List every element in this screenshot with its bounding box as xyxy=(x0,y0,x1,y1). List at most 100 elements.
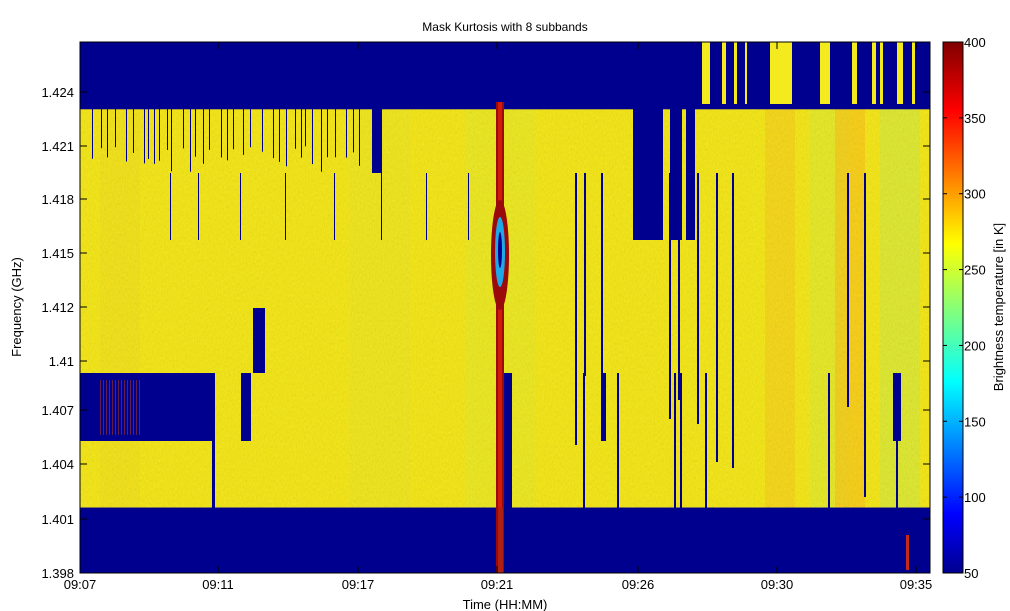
y-tick-label: 1.415 xyxy=(41,246,74,261)
y-tick-label: 1.398 xyxy=(41,566,74,581)
unmasked-patch xyxy=(734,42,737,104)
mask-line xyxy=(669,173,671,419)
colorbar-tick-label: 250 xyxy=(964,263,986,278)
mask-line xyxy=(426,173,427,240)
mask-line xyxy=(601,173,603,415)
mask-line xyxy=(240,173,241,240)
rfi-streak xyxy=(906,535,909,570)
mask-line xyxy=(716,173,718,462)
mask-line xyxy=(167,103,168,150)
mask-line xyxy=(301,103,302,158)
mask-line xyxy=(678,173,680,400)
rfi-burst-peak-center xyxy=(498,232,502,268)
mask-line xyxy=(198,173,199,240)
mask-line xyxy=(115,103,116,148)
mask-line xyxy=(847,173,849,407)
rfi-line xyxy=(106,380,107,435)
mask-line xyxy=(584,173,586,376)
mask-line xyxy=(195,103,196,157)
colorbar-tick-label: 300 xyxy=(964,187,986,202)
heatmap-plot xyxy=(80,42,930,573)
rfi-line xyxy=(118,380,119,435)
rfi-line xyxy=(112,380,113,435)
mask-line xyxy=(171,103,172,172)
mask-line xyxy=(864,173,866,497)
unmasked-patch xyxy=(897,42,903,104)
x-axis: 09:07 09:11 09:17 09:21 09:26 09:30 09:35 xyxy=(64,42,932,592)
mask-line xyxy=(159,103,160,161)
mask-line xyxy=(674,373,676,508)
mask-line xyxy=(346,103,347,158)
rfi-line xyxy=(130,380,131,435)
mask-line xyxy=(732,173,734,468)
unmasked-patch xyxy=(872,42,876,104)
mask-line xyxy=(250,103,251,148)
x-tick-label: 09:21 xyxy=(481,577,514,592)
colorbar-label: Brightness temperature [in K] xyxy=(991,223,1006,391)
mask-line xyxy=(285,173,286,240)
x-tick-label: 09:30 xyxy=(761,577,794,592)
y-axis: 1.398 1.401 1.404 1.407 1.41 1.412 1.415 1.418 1… xyxy=(41,85,930,581)
mask-line xyxy=(233,103,234,150)
x-tick-label: 09:26 xyxy=(622,577,655,592)
y-axis-label: Frequency (GHz) xyxy=(9,257,24,357)
mask-line xyxy=(381,173,382,240)
rfi-line xyxy=(133,380,134,435)
x-tick-label: 09:07 xyxy=(64,577,97,592)
y-tick-label: 1.401 xyxy=(41,512,74,527)
unmasked-patch xyxy=(912,42,915,104)
unmasked-patch xyxy=(880,42,883,104)
mask-line xyxy=(209,103,210,150)
y-tick-label: 1.41 xyxy=(49,354,74,369)
mask-line xyxy=(279,103,280,162)
masked-block xyxy=(633,103,663,240)
mask-line xyxy=(133,103,134,153)
colorbar-axis: 50 100 150 200 250 300 350 400 xyxy=(943,35,986,581)
rfi-line xyxy=(115,380,116,435)
mask-line xyxy=(327,103,328,158)
mask-line xyxy=(468,173,469,240)
mask-line xyxy=(170,173,171,240)
masked-block xyxy=(686,103,695,240)
rfi-burst-core xyxy=(498,102,502,573)
mask-line xyxy=(243,103,244,155)
unmasked-patch xyxy=(702,42,710,104)
y-tick-label: 1.412 xyxy=(41,300,74,315)
masked-block xyxy=(253,308,265,373)
mask-line xyxy=(101,103,102,149)
colorbar xyxy=(942,41,964,574)
masked-block xyxy=(601,373,606,441)
mask-line xyxy=(617,373,619,508)
mask-line xyxy=(107,103,108,158)
colorbar-tick-label: 50 xyxy=(964,566,978,581)
mask-line xyxy=(148,103,149,159)
mask-line xyxy=(262,103,263,152)
y-tick-label: 1.407 xyxy=(41,403,74,418)
unmasked-patch xyxy=(745,42,747,104)
mask-line xyxy=(312,103,313,165)
mask-line xyxy=(705,373,707,508)
mask-line xyxy=(286,103,287,167)
colorbar-tick-label: 150 xyxy=(964,414,986,429)
mask-line xyxy=(359,103,360,166)
colorbar-tick-label: 200 xyxy=(964,338,986,353)
mask-line xyxy=(896,373,898,508)
mask-line xyxy=(575,173,577,445)
y-tick-label: 1.404 xyxy=(41,457,74,472)
unmasked-patch xyxy=(722,42,726,104)
masked-band xyxy=(80,42,930,110)
mask-line xyxy=(221,103,222,158)
heatmap-image xyxy=(80,42,930,573)
mask-line xyxy=(273,103,274,159)
rfi-line xyxy=(127,380,128,435)
mask-line xyxy=(828,373,830,508)
mask-line xyxy=(126,103,127,162)
mask-line xyxy=(154,103,155,164)
rfi-line xyxy=(100,380,101,435)
mask-line xyxy=(697,173,699,424)
y-tick-label: 1.424 xyxy=(41,85,74,100)
y-tick-label: 1.421 xyxy=(41,139,74,154)
rfi-line xyxy=(139,380,140,435)
mask-line xyxy=(295,103,296,149)
